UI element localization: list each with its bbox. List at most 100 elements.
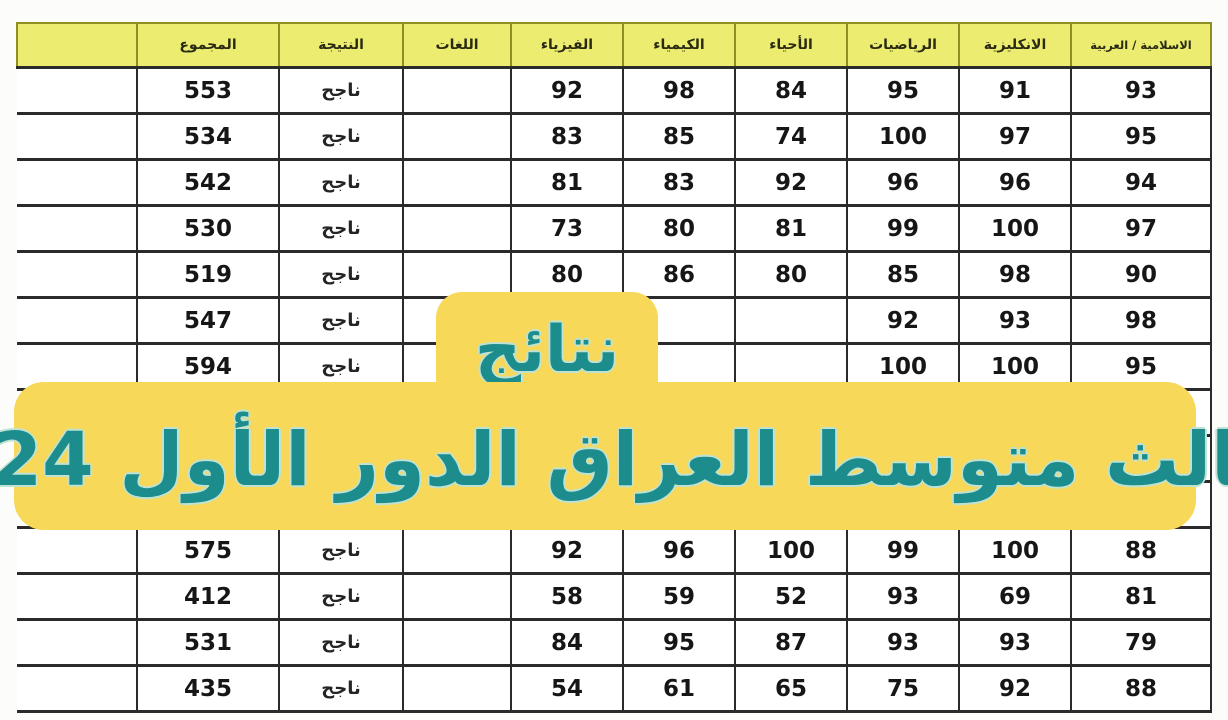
cell-spacer [17,158,138,207]
cell-chemistry [622,342,736,391]
column-header-chemistry[interactable]: الكيمياء [622,22,736,69]
table-row[interactable]: 95 100 100 100 ناجح 594 [17,342,1212,391]
cell-math: 100 [846,342,960,391]
cell-languages [402,388,512,437]
cell-result [278,434,404,483]
cell-spacer [17,66,138,115]
cell-spacer [17,572,138,621]
cell-physics: 54 [510,664,624,713]
cell-math: 99 [846,526,960,575]
cell-chemistry [622,296,736,345]
table-row[interactable]: 97 100 99 81 80 73 ناجح 530 [17,204,1212,253]
table-row[interactable]: 93 91 95 84 98 92 ناجح 553 [17,66,1212,115]
table-row[interactable]: 95 97 100 74 85 83 ناجح 534 [17,112,1212,161]
cell-chemistry: 98 [622,66,736,115]
cell-spacer [17,342,138,391]
column-header-english[interactable]: الانكليزية [958,22,1072,69]
cell-languages [402,296,512,345]
cell-spacer [17,296,138,345]
cell-spacer [17,112,138,161]
column-header-languages[interactable]: اللغات [402,22,512,69]
cell-spacer [17,434,138,483]
cell-total: 542 [136,158,280,207]
cell-biology: 84 [734,66,848,115]
column-header-biology[interactable]: الأحياء [734,22,848,69]
cell-total [136,388,280,437]
cell-spacer [17,204,138,253]
cell-result: ناجح [278,664,404,713]
cell-islamic-arabic [1070,434,1212,483]
table-row[interactable] [17,388,1212,437]
column-header-result[interactable]: النتيجة [278,22,404,69]
cell-physics: 80 [510,250,624,299]
cell-english: 92 [958,664,1072,713]
table-body: 93 91 95 84 98 92 ناجح 553 95 97 100 74 85 83 ناجح 534 9… [17,66,1212,713]
cell-islamic-arabic: 81 [1070,572,1212,621]
cell-english [958,434,1072,483]
cell-spacer [17,526,138,575]
cell-physics: 81 [510,158,624,207]
cell-math: 85 [846,250,960,299]
cell-languages [402,526,512,575]
cell-chemistry [622,388,736,437]
cell-total: 534 [136,112,280,161]
table-row[interactable]: 98 93 92 87 ناجح 547 [17,296,1212,345]
cell-physics: 58 [510,572,624,621]
table-row[interactable]: 90 98 85 80 86 80 ناجح 519 [17,250,1212,299]
cell-islamic-arabic: 90 [1070,250,1212,299]
cell-chemistry: 86 [622,250,736,299]
column-header-math[interactable]: الرياضيات [846,22,960,69]
cell-english: 98 [958,250,1072,299]
cell-total: 594 [136,342,280,391]
cell-islamic-arabic [1070,480,1212,529]
table-row[interactable]: 79 93 93 87 95 84 ناجح 531 [17,618,1212,667]
cell-biology [734,296,848,345]
cell-physics: 83 [510,112,624,161]
cell-total: 412 [136,572,280,621]
cell-biology [734,434,848,483]
cell-total: 553 [136,66,280,115]
cell-english: 91 [958,66,1072,115]
cell-math: 75 [846,664,960,713]
results-table: الاسلامية / العربية الانكليزية الرياضيات… [16,22,1212,713]
table-row[interactable] [17,434,1212,483]
column-header-islamic-arabic[interactable]: الاسلامية / العربية [1070,22,1212,69]
table-row[interactable]: 94 96 96 92 83 81 ناجح 542 [17,158,1212,207]
cell-english: 97 [958,112,1072,161]
cell-english: 93 [958,618,1072,667]
cell-total: 530 [136,204,280,253]
cell-math: 95 [846,66,960,115]
cell-languages [402,342,512,391]
cell-biology: 80 [734,250,848,299]
cell-english [958,388,1072,437]
cell-islamic-arabic: 95 [1070,342,1212,391]
table-row[interactable]: 88 92 75 65 61 54 ناجح 435 [17,664,1212,713]
cell-islamic-arabic: 95 [1070,112,1212,161]
table-row[interactable] [17,480,1212,529]
cell-physics: 92 [510,66,624,115]
cell-chemistry: 59 [622,572,736,621]
cell-math [846,480,960,529]
cell-english: 96 [958,158,1072,207]
cell-total: 547 [136,296,280,345]
cell-english: 100 [958,342,1072,391]
cell-physics [510,480,624,529]
cell-physics [510,388,624,437]
cell-chemistry [622,434,736,483]
cell-chemistry: 95 [622,618,736,667]
cell-english [958,480,1072,529]
table-row[interactable]: 88 100 99 100 96 92 ناجح 575 [17,526,1212,575]
cell-physics: 87 [510,296,624,345]
cell-math: 93 [846,618,960,667]
cell-languages [402,434,512,483]
column-header-physics[interactable]: الفيزياء [510,22,624,69]
column-header-spacer [16,22,138,69]
table-row[interactable]: 81 69 93 52 59 58 ناجح 412 [17,572,1212,621]
cell-math: 99 [846,204,960,253]
cell-math: 100 [846,112,960,161]
column-header-total[interactable]: المجموع [136,22,280,69]
cell-spacer [17,664,138,713]
cell-chemistry: 61 [622,664,736,713]
cell-total: 575 [136,526,280,575]
